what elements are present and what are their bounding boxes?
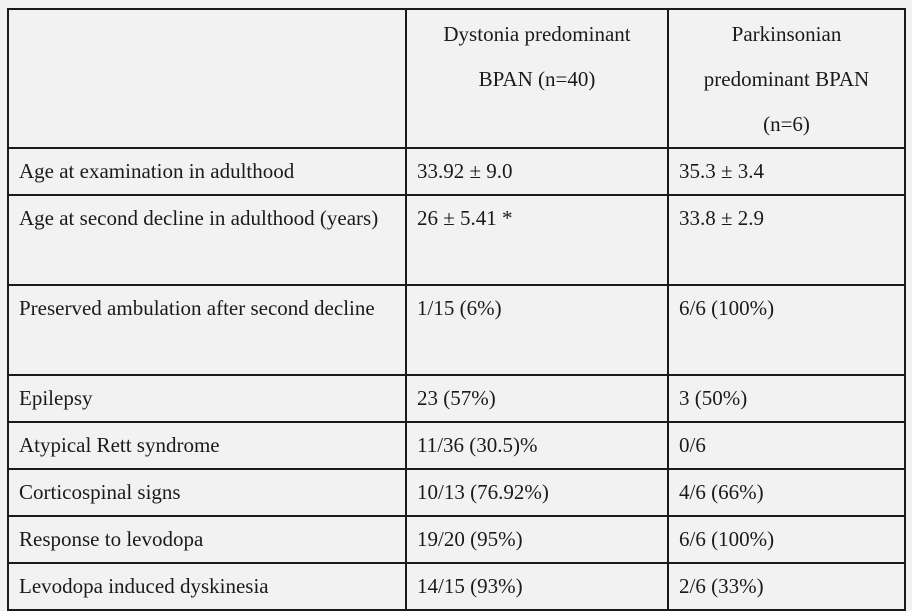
table-header-row: Dystonia predominant BPAN (n=40) Parkins… <box>7 8 906 149</box>
table-row: Corticospinal signs 10/13 (76.92%) 4/6 (… <box>7 468 906 517</box>
dystonia-value: 19/20 (95%) <box>405 515 669 564</box>
header-dystonia-predominant: Dystonia predominant BPAN (n=40) <box>405 8 669 149</box>
row-label: Age at examination in adulthood <box>7 147 407 196</box>
header-blank-cell <box>7 8 407 149</box>
dystonia-value: 33.92 ± 9.0 <box>405 147 669 196</box>
table-row: Levodopa induced dyskinesia 14/15 (93%) … <box>7 562 906 611</box>
row-label: Epilepsy <box>7 374 407 423</box>
row-label: Atypical Rett syndrome <box>7 421 407 470</box>
parkinsonian-value: 4/6 (66%) <box>667 468 906 517</box>
header-parkinsonian-predominant: Parkinsonian predominant BPAN (n=6) <box>667 8 906 149</box>
dystonia-value: 26 ± 5.41 * <box>405 194 669 286</box>
row-label: Preserved ambulation after second declin… <box>7 284 407 376</box>
dystonia-value: 23 (57%) <box>405 374 669 423</box>
comparison-table: Dystonia predominant BPAN (n=40) Parkins… <box>7 8 906 611</box>
parkinsonian-value: 35.3 ± 3.4 <box>667 147 906 196</box>
parkinsonian-value: 6/6 (100%) <box>667 515 906 564</box>
parkinsonian-value: 6/6 (100%) <box>667 284 906 376</box>
table-row: Response to levodopa 19/20 (95%) 6/6 (10… <box>7 515 906 564</box>
table-row: Preserved ambulation after second declin… <box>7 284 906 376</box>
table-row: Age at second decline in adulthood (year… <box>7 194 906 286</box>
dystonia-value: 1/15 (6%) <box>405 284 669 376</box>
parkinsonian-value: 2/6 (33%) <box>667 562 906 611</box>
row-label: Response to levodopa <box>7 515 407 564</box>
table-row: Epilepsy 23 (57%) 3 (50%) <box>7 374 906 423</box>
row-label: Age at second decline in adulthood (year… <box>7 194 407 286</box>
dystonia-value: 11/36 (30.5)% <box>405 421 669 470</box>
table-row: Age at examination in adulthood 33.92 ± … <box>7 147 906 196</box>
parkinsonian-value: 3 (50%) <box>667 374 906 423</box>
parkinsonian-value: 33.8 ± 2.9 <box>667 194 906 286</box>
dystonia-value: 10/13 (76.92%) <box>405 468 669 517</box>
table-row: Atypical Rett syndrome 11/36 (30.5)% 0/6 <box>7 421 906 470</box>
row-label: Levodopa induced dyskinesia <box>7 562 407 611</box>
parkinsonian-value: 0/6 <box>667 421 906 470</box>
dystonia-value: 14/15 (93%) <box>405 562 669 611</box>
row-label: Corticospinal signs <box>7 468 407 517</box>
